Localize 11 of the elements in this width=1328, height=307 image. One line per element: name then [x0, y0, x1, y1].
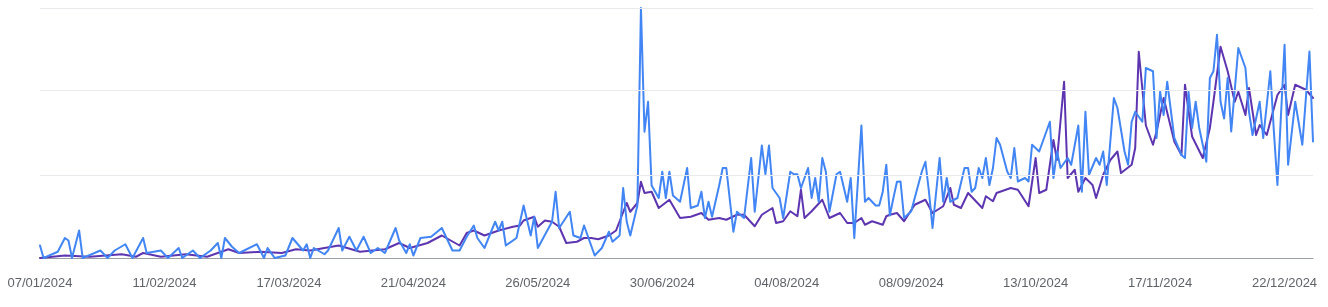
x-tick-label: 11/02/2024 [132, 275, 197, 290]
x-tick-label: 17/11/2024 [1128, 275, 1193, 290]
x-tick-label: 30/06/2024 [629, 275, 695, 290]
x-tick-label: 21/04/2024 [380, 275, 446, 290]
x-tick-label: 22/12/2024 [1252, 275, 1318, 290]
x-tick-label: 08/09/2024 [878, 275, 944, 290]
x-tick-label: 26/05/2024 [505, 275, 571, 290]
x-tick-label: 17/03/2024 [256, 275, 322, 290]
x-tick-label: 13/10/2024 [1003, 275, 1069, 290]
x-tick-label: 04/08/2024 [754, 275, 820, 290]
x-tick-label: 07/01/2024 [7, 275, 73, 290]
